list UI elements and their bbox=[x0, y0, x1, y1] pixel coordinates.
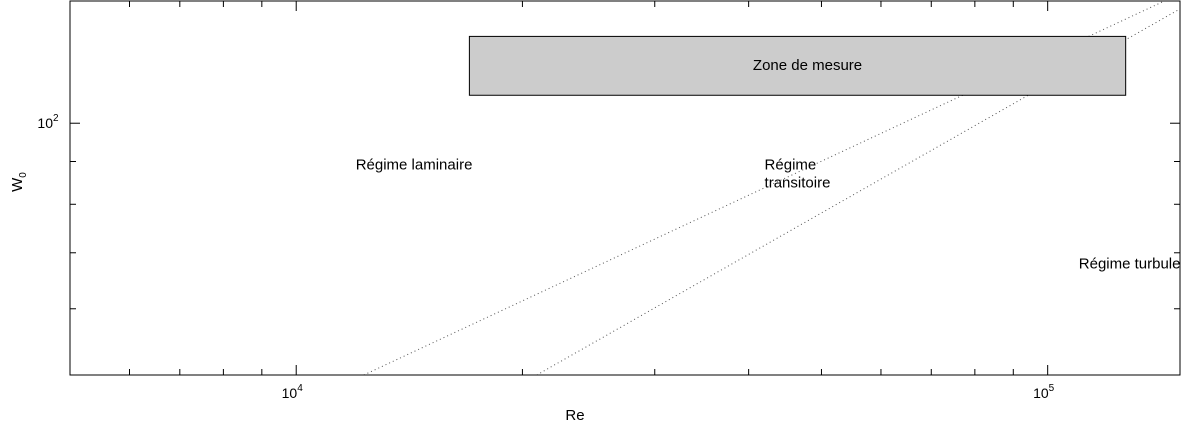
annotation-line: Régime laminaire bbox=[356, 157, 473, 174]
measurement-zone bbox=[468, 35, 1127, 96]
x-tick-label-exponent: 4 bbox=[297, 383, 303, 394]
x-tick-label-base: 10 bbox=[282, 385, 298, 401]
annotations-layer: Régime laminaire Régime transitoire Régime … bbox=[356, 157, 1181, 273]
measurement-zone-label: Zone de mesure bbox=[753, 57, 862, 74]
x-axis-label: Re bbox=[565, 407, 584, 424]
annotation-laminaire: Régime laminaire bbox=[356, 157, 473, 174]
y-axis-label: W0 bbox=[9, 172, 29, 192]
x-tick-label: 105 bbox=[1033, 383, 1055, 401]
annotation-transitoire: Régime transitoire bbox=[765, 157, 831, 192]
annotation-line: transitoire bbox=[765, 175, 831, 192]
x-tick-label: 104 bbox=[282, 383, 304, 401]
y-tick-label-base: 10 bbox=[37, 115, 53, 131]
y-tick-label-exponent: 2 bbox=[53, 113, 59, 124]
annotation-line: Régime bbox=[765, 157, 817, 174]
plot-area-frame bbox=[69, 0, 1181, 376]
x-tick-label-exponent: 5 bbox=[1049, 383, 1055, 394]
annotation-line: Régime turbulent bbox=[1079, 256, 1181, 273]
y-axis-label-subscript: 0 bbox=[18, 172, 29, 178]
y-tick-label: 102 bbox=[37, 113, 59, 131]
y-axis-label-main: W bbox=[9, 177, 26, 192]
annotation-turbulent: Régime turbulent bbox=[1079, 256, 1181, 273]
x-tick-label-base: 10 bbox=[1033, 385, 1049, 401]
